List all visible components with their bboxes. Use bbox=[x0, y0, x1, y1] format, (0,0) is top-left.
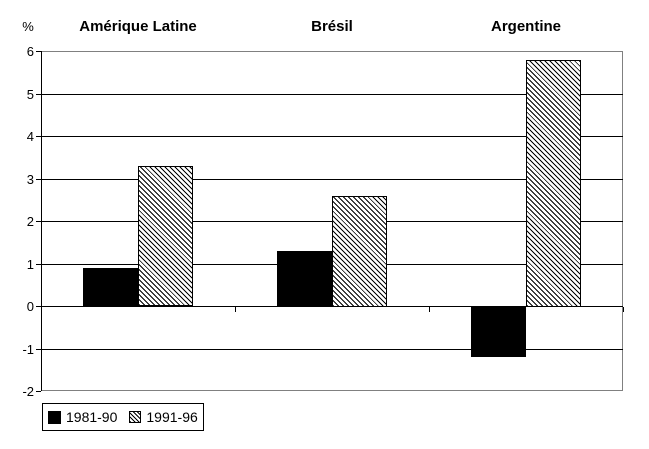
category-axis-line bbox=[41, 306, 623, 307]
bar-bresil-1991-96 bbox=[332, 196, 387, 307]
y-tick-mark-0 bbox=[36, 306, 41, 307]
y-tick-label-0: 0 bbox=[26, 299, 34, 314]
gridline-3 bbox=[41, 179, 623, 180]
legend-swatch-diagonal-hatch-icon bbox=[129, 411, 142, 423]
legend-label-1991-96: 1991-96 bbox=[146, 409, 198, 425]
y-tick-label--1: -1 bbox=[22, 342, 34, 357]
category-header-amerique-latine: Amérique Latine bbox=[79, 18, 197, 35]
category-tick-mark bbox=[235, 307, 236, 312]
y-tick-label-6: 6 bbox=[26, 44, 34, 59]
legend-entry-1991-96: 1991-96 bbox=[129, 409, 198, 425]
category-header-argentine: Argentine bbox=[490, 18, 561, 35]
y-tick-label--2: -2 bbox=[22, 384, 34, 399]
bar-bresil-1981-90 bbox=[277, 251, 332, 306]
y-tick-mark-3 bbox=[36, 179, 41, 180]
y-tick-label-4: 4 bbox=[26, 129, 34, 144]
y-axis-line bbox=[41, 51, 42, 391]
y-tick-mark-6 bbox=[36, 51, 41, 52]
category-header-bresil: Brésil bbox=[311, 18, 353, 35]
y-tick-label-1: 1 bbox=[26, 257, 34, 272]
gridline-5 bbox=[41, 94, 623, 95]
y-tick-label-5: 5 bbox=[26, 87, 34, 102]
y-tick-mark-1 bbox=[36, 264, 41, 265]
bar-amerique-latine-1991-96 bbox=[138, 166, 193, 306]
legend-label-1981-90: 1981-90 bbox=[66, 409, 118, 425]
category-tick-mark bbox=[623, 307, 624, 312]
bar-amerique-latine-1981-90 bbox=[83, 268, 138, 306]
y-tick-mark-2 bbox=[36, 221, 41, 222]
bar-argentine-1991-96 bbox=[526, 60, 581, 307]
category-tick-mark bbox=[41, 307, 42, 312]
category-tick-mark bbox=[429, 307, 430, 312]
gridline--1 bbox=[41, 349, 623, 350]
legend-swatch-solid-black-icon bbox=[48, 410, 61, 424]
legend: 1981-90 1991-96 bbox=[42, 403, 204, 431]
legend-entry-1981-90: 1981-90 bbox=[48, 410, 117, 424]
y-tick-mark-5 bbox=[36, 94, 41, 95]
y-tick-mark--1 bbox=[36, 349, 41, 350]
y-tick-mark-4 bbox=[36, 136, 41, 137]
y-axis-unit-label: % bbox=[22, 19, 34, 34]
y-tick-mark--2 bbox=[36, 391, 41, 392]
bar-argentine-1981-90 bbox=[471, 306, 526, 357]
y-tick-label-3: 3 bbox=[26, 172, 34, 187]
gridline-4 bbox=[41, 136, 623, 137]
y-tick-label-2: 2 bbox=[26, 214, 34, 229]
